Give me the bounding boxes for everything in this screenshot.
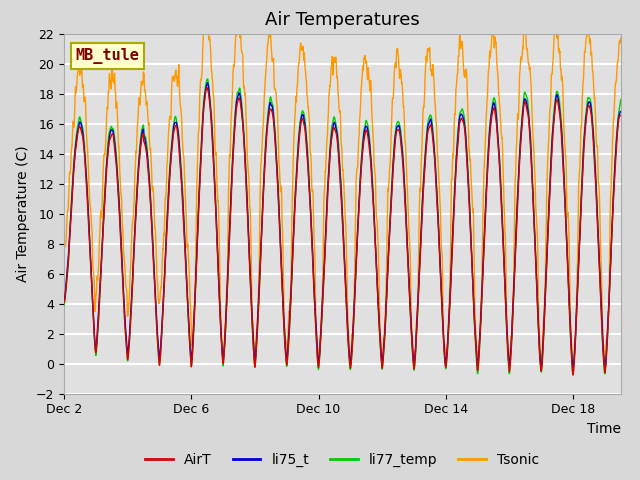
Legend: AirT, li75_t, li77_temp, Tsonic: AirT, li75_t, li77_temp, Tsonic [140, 447, 545, 473]
Text: MB_tule: MB_tule [75, 48, 139, 64]
X-axis label: Time: Time [587, 422, 621, 436]
Y-axis label: Air Temperature (C): Air Temperature (C) [17, 145, 30, 282]
Title: Air Temperatures: Air Temperatures [265, 11, 420, 29]
